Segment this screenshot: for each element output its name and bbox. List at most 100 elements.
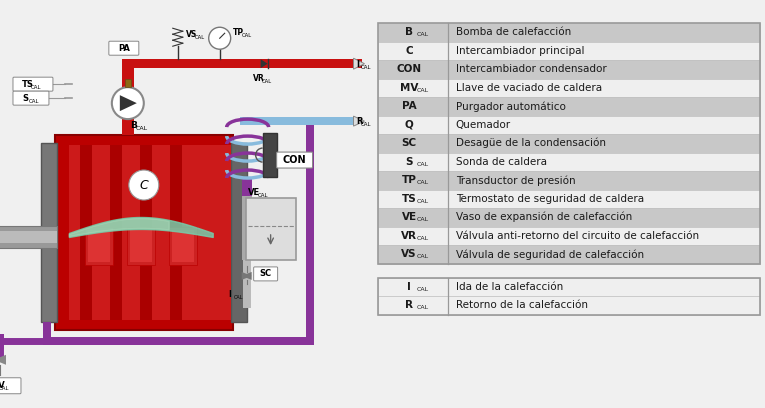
Text: VR: VR xyxy=(401,231,417,241)
Text: B: B xyxy=(405,27,413,37)
Bar xyxy=(379,171,760,189)
Text: Termostato de seguridad de caldera: Termostato de seguridad de caldera xyxy=(456,194,643,204)
Bar xyxy=(122,59,362,68)
Bar xyxy=(85,227,113,265)
Circle shape xyxy=(209,27,231,49)
Text: PA: PA xyxy=(402,101,416,111)
FancyBboxPatch shape xyxy=(109,41,138,55)
Bar xyxy=(88,230,110,262)
FancyBboxPatch shape xyxy=(0,378,21,394)
Text: SC: SC xyxy=(259,269,272,278)
Text: Válvula de seguridad de calefacción: Válvula de seguridad de calefacción xyxy=(456,249,643,259)
Bar xyxy=(379,296,760,315)
Text: CAL: CAL xyxy=(417,162,429,167)
Bar xyxy=(125,79,131,87)
Text: S: S xyxy=(22,94,28,103)
Circle shape xyxy=(129,170,159,200)
Polygon shape xyxy=(0,355,6,365)
Polygon shape xyxy=(353,58,364,69)
Text: Purgador automático: Purgador automático xyxy=(456,101,565,111)
Text: CAL: CAL xyxy=(417,236,429,241)
Bar xyxy=(379,189,760,208)
Bar xyxy=(55,135,233,330)
Bar xyxy=(379,226,760,245)
Polygon shape xyxy=(242,272,252,280)
Text: CAL: CAL xyxy=(417,32,429,37)
Text: CAL: CAL xyxy=(360,122,371,126)
Text: VR: VR xyxy=(252,74,265,83)
Bar xyxy=(169,227,197,265)
Text: TS: TS xyxy=(402,194,416,204)
Text: CAL: CAL xyxy=(233,295,243,300)
FancyBboxPatch shape xyxy=(13,91,49,105)
Text: CAL: CAL xyxy=(195,35,205,40)
Text: R: R xyxy=(356,117,363,126)
Text: I: I xyxy=(356,60,360,69)
Bar xyxy=(172,230,194,262)
Text: VS: VS xyxy=(186,30,197,39)
Text: SC: SC xyxy=(402,138,417,148)
Bar xyxy=(242,196,252,260)
Text: Válvula anti-retorno del circuito de calefacción: Válvula anti-retorno del circuito de cal… xyxy=(456,231,698,241)
Text: TP: TP xyxy=(402,175,417,185)
Bar xyxy=(379,115,760,134)
Text: CAL: CAL xyxy=(417,217,429,222)
Text: PA: PA xyxy=(118,44,130,53)
Text: CAL: CAL xyxy=(417,199,429,204)
Bar xyxy=(127,227,155,265)
Bar xyxy=(239,117,354,125)
Text: CAL: CAL xyxy=(136,126,148,131)
Text: B: B xyxy=(130,121,137,130)
Bar xyxy=(140,145,151,320)
Text: CAL: CAL xyxy=(417,180,429,185)
FancyBboxPatch shape xyxy=(277,152,313,168)
Bar xyxy=(379,277,760,315)
Bar xyxy=(231,143,246,322)
Bar xyxy=(122,59,134,135)
Text: VS: VS xyxy=(402,249,417,259)
Text: CAL: CAL xyxy=(417,305,429,310)
Bar xyxy=(41,143,57,322)
Text: Q: Q xyxy=(405,120,414,130)
Text: CAL: CAL xyxy=(417,88,429,93)
Text: CAL: CAL xyxy=(417,254,429,259)
Text: CAL: CAL xyxy=(360,65,371,70)
Text: CON: CON xyxy=(283,155,307,165)
Text: I: I xyxy=(407,282,411,292)
Text: Intercambiador condensador: Intercambiador condensador xyxy=(456,64,607,74)
Bar xyxy=(379,42,760,60)
Bar xyxy=(122,68,134,135)
Bar xyxy=(242,177,252,198)
Bar xyxy=(305,125,314,345)
Bar xyxy=(379,208,760,226)
Polygon shape xyxy=(0,355,6,365)
Bar xyxy=(130,230,151,262)
Text: Retorno de la calefacción: Retorno de la calefacción xyxy=(456,300,588,310)
Bar xyxy=(262,133,277,177)
Bar xyxy=(0,231,57,243)
Text: Sonda de caldera: Sonda de caldera xyxy=(456,157,546,167)
Bar xyxy=(43,337,305,345)
Bar xyxy=(379,23,760,264)
Text: Quemador: Quemador xyxy=(456,120,511,130)
Text: VE: VE xyxy=(402,212,417,222)
Text: Vaso de expansión de calefacción: Vaso de expansión de calefacción xyxy=(456,212,632,222)
Bar xyxy=(379,97,760,115)
Bar xyxy=(69,145,231,320)
Text: C: C xyxy=(139,179,148,191)
Text: MV: MV xyxy=(400,83,418,93)
Text: Intercambiador principal: Intercambiador principal xyxy=(456,46,584,56)
Text: TS: TS xyxy=(22,80,34,89)
Bar xyxy=(43,322,51,345)
Bar xyxy=(379,277,760,296)
Text: R: R xyxy=(405,300,413,310)
Text: CAL: CAL xyxy=(31,84,41,90)
FancyBboxPatch shape xyxy=(254,267,278,281)
Text: TP: TP xyxy=(233,28,244,37)
Bar xyxy=(110,145,122,320)
Polygon shape xyxy=(120,95,137,111)
Circle shape xyxy=(112,87,144,119)
Bar xyxy=(379,153,760,171)
Text: MV: MV xyxy=(0,381,5,390)
Text: Bomba de calefacción: Bomba de calefacción xyxy=(456,27,571,37)
